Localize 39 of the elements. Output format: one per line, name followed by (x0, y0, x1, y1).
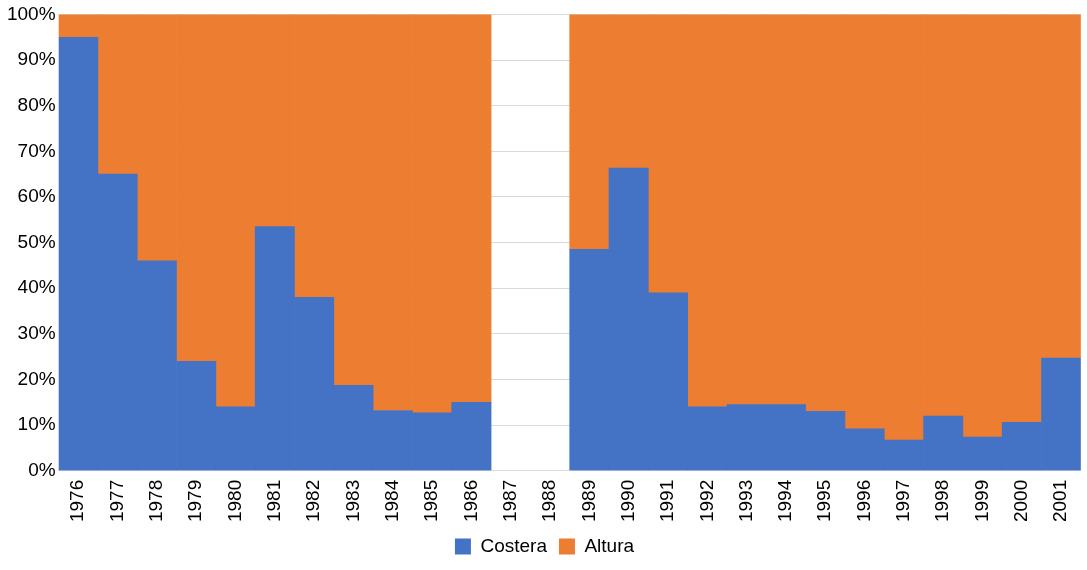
x-tick-label: 1995 (813, 479, 835, 523)
y-tick-label: 10% (17, 413, 56, 435)
y-tick-label: 70% (17, 139, 56, 161)
x-tick-label: 1997 (892, 479, 914, 523)
y-tick-label: 80% (17, 93, 56, 115)
x-tick-label: 1976 (66, 479, 88, 523)
x-tick-label: 1983 (341, 479, 363, 523)
x-tick-label: 1992 (695, 479, 717, 523)
x-tick-label: 1991 (656, 479, 678, 523)
x-tick-label: 1989 (577, 479, 599, 523)
x-tick-label: 2001 (1049, 479, 1071, 523)
x-tick-label: 2000 (1010, 479, 1032, 523)
legend-label: Altura (584, 534, 635, 556)
x-tick-label: 1999 (970, 479, 992, 523)
x-tick-label: 1998 (931, 479, 953, 523)
x-tick-label: 1979 (184, 479, 206, 523)
x-tick-label: 1982 (302, 479, 324, 523)
y-tick-label: 100% (6, 2, 56, 24)
legend-label: Costera (480, 534, 548, 556)
x-tick-label: 1984 (381, 479, 403, 523)
x-tick-label: 1978 (145, 479, 167, 523)
x-tick-label: 1988 (538, 479, 560, 523)
x-tick-label: 1990 (616, 479, 638, 523)
x-tick-label: 1987 (498, 479, 520, 523)
x-tick-label: 1980 (223, 479, 245, 523)
x-tick-label: 1993 (734, 479, 756, 523)
x-tick-label: 1977 (105, 479, 127, 523)
x-tick-label: 1994 (774, 479, 796, 523)
x-tick-label: 1985 (420, 479, 442, 523)
y-tick-label: 60% (17, 185, 56, 207)
y-tick-label: 40% (17, 276, 56, 298)
y-tick-label: 0% (28, 458, 56, 480)
y-tick-label: 90% (17, 48, 56, 70)
x-tick-label: 1996 (852, 479, 874, 523)
y-tick-label: 20% (17, 367, 56, 389)
y-tick-label: 30% (17, 322, 56, 344)
x-tick-label: 1981 (263, 479, 285, 523)
x-tick-label: 1986 (459, 479, 481, 523)
y-tick-label: 50% (17, 230, 56, 252)
